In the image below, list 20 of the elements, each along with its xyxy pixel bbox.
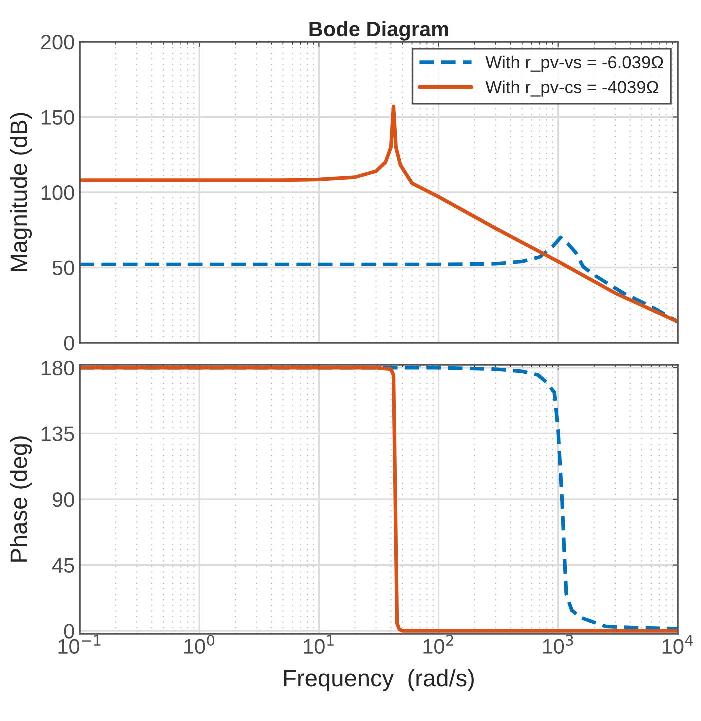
chart-title: Bode Diagram — [310, 21, 448, 41]
y-tick-label: 150 — [42, 110, 74, 126]
y-tick-label: 135 — [42, 426, 74, 442]
y-tick-label: 50 — [52, 260, 74, 276]
x-axis-title: Frequency (rad/s) — [284, 669, 474, 692]
x-tick-label: 10$^{1}$ — [304, 635, 334, 654]
y-tick-label: 90 — [52, 492, 74, 508]
y-axis-title: Magnitude (dB) — [10, 113, 32, 272]
x-tick-label: 10$^{3}$ — [543, 635, 574, 654]
x-tick-label: 10$^{4}$ — [662, 635, 694, 654]
legend-label: With r_pv-vs = -6.039Ω — [486, 56, 664, 72]
y-tick-label: 0 — [64, 336, 74, 351]
y-tick-label: 45 — [52, 558, 74, 574]
y-tick-label: 200 — [41, 35, 74, 50]
x-tick-label: 10$^{2}$ — [424, 635, 454, 654]
y-tick-label: 100 — [42, 186, 74, 200]
y-tick-label: 180 — [42, 360, 74, 376]
legend-label: With r_pv-cs = -4039Ω — [486, 80, 659, 97]
x-tick-label: 10$^{0}$ — [184, 635, 215, 654]
y-axis-title: Phase (deg) — [10, 436, 32, 562]
